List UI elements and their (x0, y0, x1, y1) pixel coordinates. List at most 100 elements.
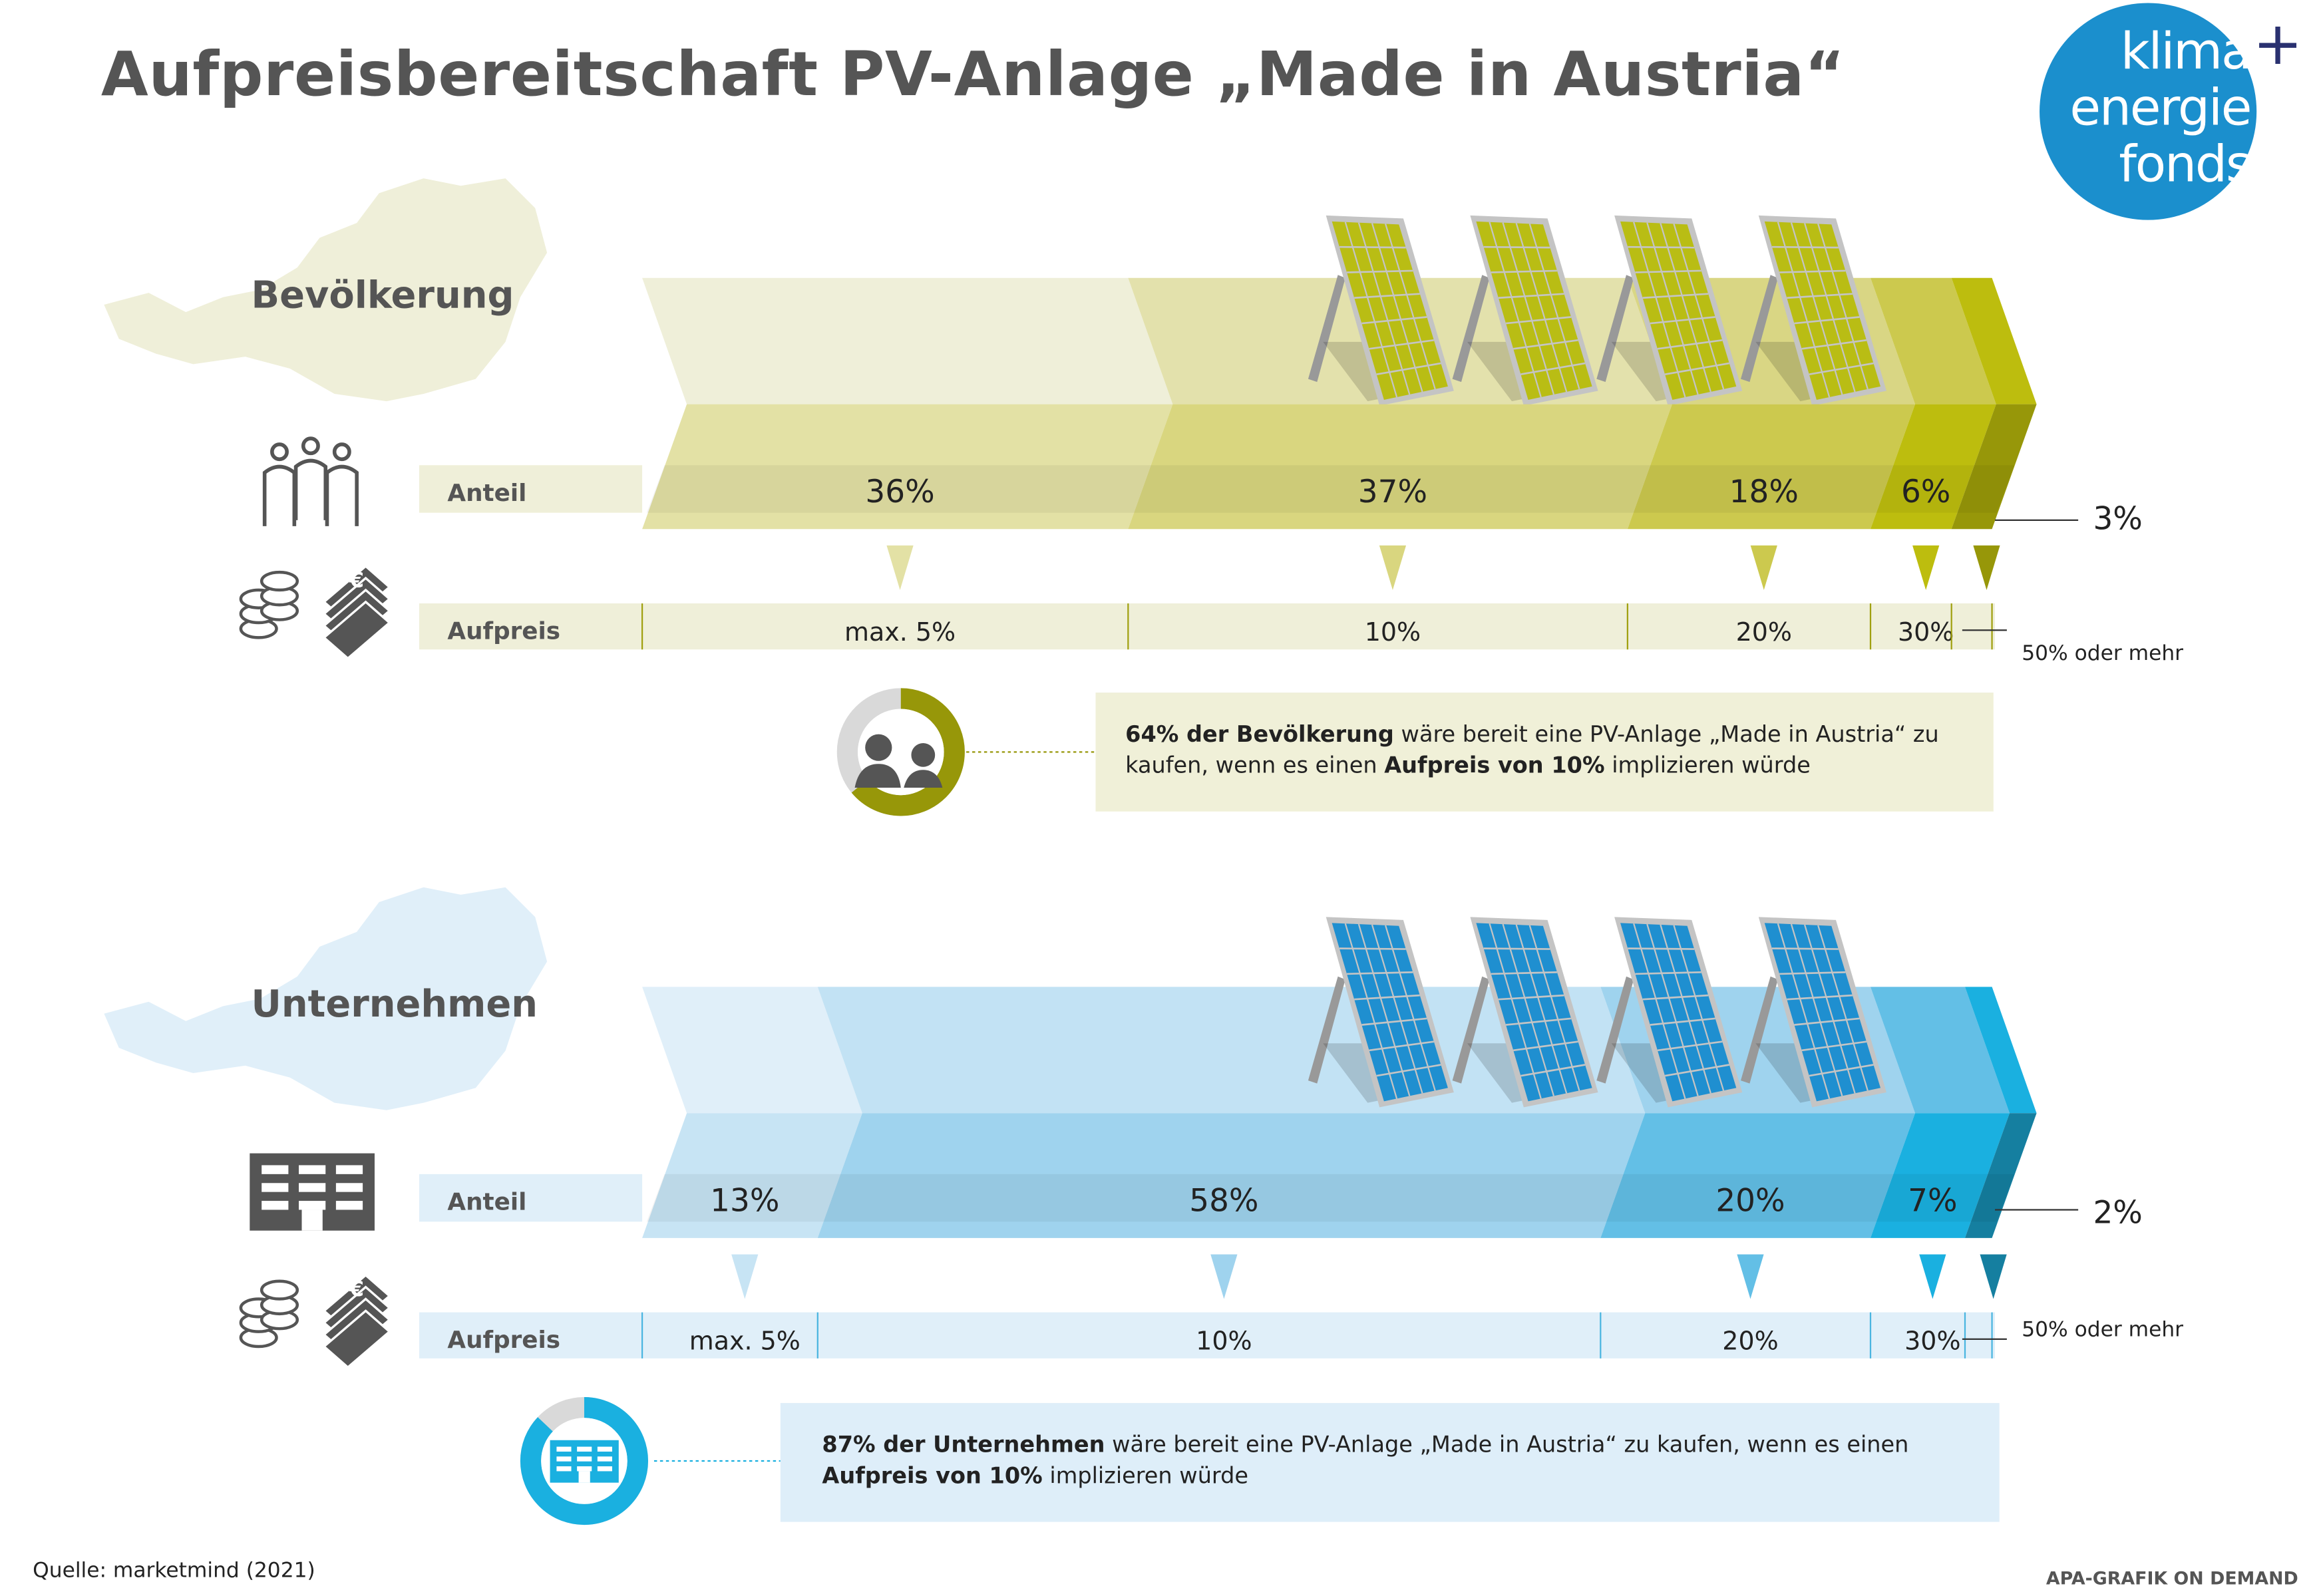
panel-cells (1476, 923, 1592, 1102)
panel-grid (1376, 1064, 1441, 1077)
info-highlight: 87% der Unternehmen (822, 1431, 1105, 1458)
premium-category-label: 10% (1196, 1326, 1252, 1355)
solar-panel-icon (1741, 917, 1886, 1108)
share-value-label: 36% (865, 474, 934, 510)
panel-grid (1515, 924, 1568, 1094)
panel-grid (1505, 1017, 1572, 1026)
panel-grid (1489, 222, 1542, 398)
pointer-triangle (886, 545, 914, 590)
pointer-triangle (1912, 545, 1940, 590)
building-icon (550, 1440, 619, 1483)
solar-panel-icon (1741, 215, 1886, 406)
money-icon (239, 564, 391, 660)
panel-stand (1741, 976, 1778, 1084)
share-value-label-outside: 3% (2093, 500, 2142, 537)
building-icon (250, 1153, 375, 1231)
panel-grid (1491, 269, 1557, 273)
premium-category-label: 30% (1904, 1326, 1960, 1355)
couple-icon (854, 734, 943, 788)
euro-icon: € (349, 1277, 364, 1301)
premium-row-band (419, 603, 1996, 650)
panel-grid (1809, 362, 1874, 375)
building-window (556, 1456, 572, 1462)
share-value-label: 13% (710, 1183, 779, 1219)
panel-cells (1620, 923, 1737, 1102)
body (262, 464, 297, 526)
bar-segment-front (1128, 404, 1672, 530)
panel-grid (1344, 923, 1398, 1099)
pointer-triangle (1210, 1254, 1238, 1299)
section-title-population: Bevölkerung (251, 273, 514, 317)
body (854, 764, 901, 788)
premium-category-label-outside: 50% oder mehr (2022, 1317, 2183, 1341)
body (293, 458, 328, 520)
panel-cells (1476, 221, 1592, 400)
bar-segment-front (1951, 404, 2037, 530)
share-band-shade (1969, 1174, 2015, 1222)
panel-grid (1371, 924, 1423, 1094)
austria-map-icon (104, 178, 548, 402)
people-icon (262, 436, 359, 526)
klimafonds-logo: klima energie fonds + (2040, 3, 2302, 220)
pointer-triangle (1980, 1254, 2007, 1299)
head (911, 743, 936, 767)
panel-cells (1764, 221, 1881, 400)
share-band-shade (1605, 1174, 1893, 1222)
premium-row-band (419, 1312, 1996, 1358)
premium-category-label: 20% (1736, 617, 1792, 647)
logo-plus: + (2252, 10, 2303, 79)
bar-segment-top (1964, 987, 2037, 1114)
panel-grid (1804, 924, 1856, 1094)
panel-grid (1779, 269, 1846, 273)
bar-segment-top (642, 987, 862, 1114)
panel-grid (1505, 316, 1572, 325)
info-text: wäre bereit eine PV-Anlage „Made in Aust… (1125, 720, 1939, 779)
panel-grid (1354, 293, 1420, 299)
bar-segment-front (1870, 404, 1996, 530)
bar-segment-top (1951, 277, 2037, 404)
share-band-shade (1874, 465, 1974, 513)
bar-segment-front (1627, 404, 1916, 530)
panel-grid (1344, 222, 1398, 398)
building-window (597, 1466, 612, 1472)
panel-grid (1498, 293, 1564, 299)
share-band-shade (646, 465, 1151, 513)
panel-grid (1660, 223, 1711, 393)
building-window (299, 1201, 326, 1210)
share-band-shade (1956, 465, 2015, 513)
panel-grid (1809, 1064, 1874, 1077)
panel-grid (1354, 994, 1420, 1001)
panel-grid (1376, 362, 1441, 375)
panel-grid (1491, 971, 1557, 975)
panel-grid (1369, 339, 1435, 350)
panel-grid (1385, 925, 1436, 1091)
info-box-population: 64% der Bevölkerung wäre bereit eine PV-… (1095, 693, 1994, 812)
panel-grid (1371, 223, 1423, 393)
credit: APA-GRAFIK ON DEMAND (2046, 1567, 2298, 1589)
banknote (322, 600, 391, 660)
bar-segment-top (1870, 277, 1996, 404)
building-window (577, 1456, 592, 1462)
panel-grid (1498, 994, 1564, 1001)
panel-grid (1794, 1017, 1860, 1026)
premium-category-label: max. 5% (689, 1326, 801, 1355)
panel-cells (1620, 221, 1737, 400)
head (332, 442, 351, 462)
panel-grid (1650, 1017, 1715, 1026)
logo-line: klima (2120, 22, 2252, 82)
panel-grid (1357, 222, 1411, 395)
source-note: Quelle: marketmind (2021) (33, 1559, 315, 1583)
panel-grid (1361, 316, 1427, 325)
solar-panel-icon (1596, 215, 1743, 406)
money-icon (239, 1273, 391, 1369)
panel-grid (1664, 1064, 1730, 1077)
head (270, 442, 289, 462)
bar-segment-front (1600, 1113, 1916, 1238)
share-value-label: 7% (1908, 1183, 1957, 1219)
solar-panel-icon (1452, 917, 1598, 1108)
panel-grid (1787, 994, 1853, 1001)
panel-stand (1452, 275, 1490, 383)
panel-grid (1790, 923, 1843, 1096)
